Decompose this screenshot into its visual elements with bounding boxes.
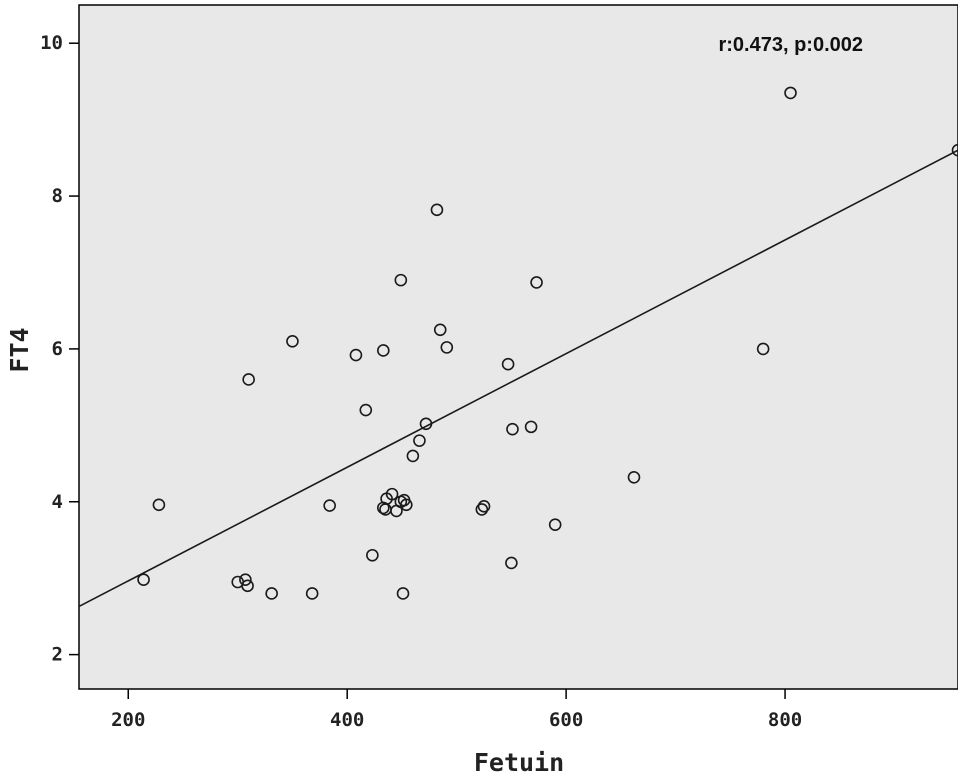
data-point [399, 498, 413, 512]
data-point [265, 587, 278, 600]
data-point [286, 334, 299, 348]
data-point [242, 373, 255, 386]
data-point [475, 503, 489, 516]
data-point [784, 86, 797, 100]
x-tick-label: 400 [330, 709, 364, 731]
data-point [366, 548, 379, 562]
data-point [396, 587, 410, 600]
data-point [152, 498, 166, 512]
y-axis: 2 4 6 8 10 [40, 32, 79, 666]
data-point [323, 499, 336, 512]
data-point [756, 342, 770, 356]
data-point [239, 573, 252, 587]
data-point [548, 518, 562, 531]
data-point [359, 403, 373, 417]
data-point [524, 420, 538, 434]
x-axis: 2004006008001000 [111, 689, 802, 731]
y-tick-label: 6 [52, 338, 63, 360]
data-point [305, 587, 319, 600]
x-tick-label: 200 [111, 709, 145, 731]
x-tick-label: 600 [549, 709, 583, 731]
data-point [377, 501, 390, 515]
data-point [137, 573, 150, 587]
data-point [530, 276, 543, 289]
x-tick-label: 800 [768, 709, 802, 731]
data-point [433, 323, 447, 337]
data-point [951, 143, 958, 157]
data-point [406, 449, 420, 463]
data-points [137, 86, 958, 600]
data-point [390, 504, 403, 518]
data-point [413, 434, 426, 447]
data-point [505, 556, 518, 570]
data-point [477, 500, 491, 513]
data-point [430, 203, 444, 217]
plot-area [78, 4, 958, 690]
data-point [377, 344, 390, 357]
y-tick-label: 10 [40, 32, 63, 54]
data-point [440, 341, 454, 354]
data-point [501, 357, 515, 371]
data-point [394, 273, 408, 287]
y-tick-label: 8 [52, 185, 63, 207]
y-tick-label: 2 [52, 644, 63, 666]
data-point [419, 417, 433, 431]
y-tick-label: 4 [52, 491, 63, 513]
data-point [349, 348, 363, 362]
correlation-annotation: r:0.473, p:0.002 [718, 34, 863, 56]
data-point [627, 471, 641, 484]
regression-line [78, 149, 958, 608]
y-axis-title: FT4 [5, 327, 34, 372]
x-axis-title: Fetuin [474, 748, 564, 777]
data-point [506, 422, 519, 436]
data-point [241, 579, 254, 593]
